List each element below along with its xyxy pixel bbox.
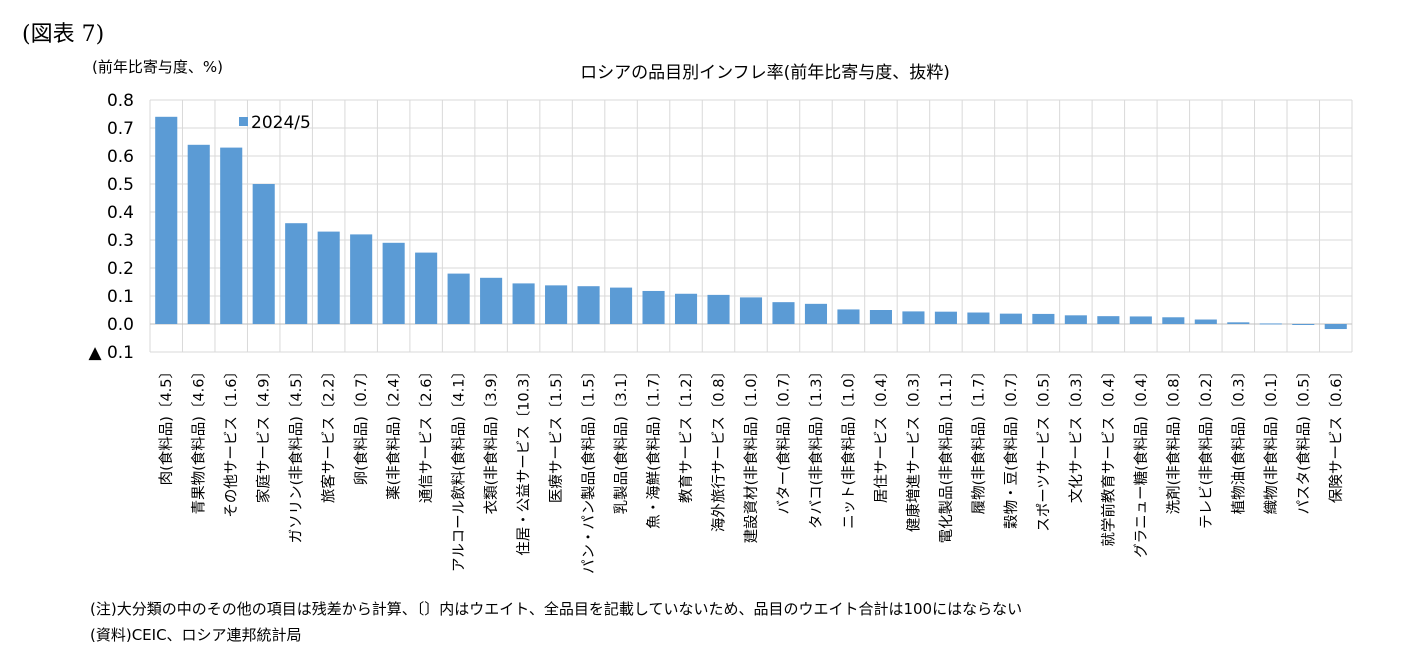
bar xyxy=(934,311,957,324)
bar xyxy=(155,116,178,324)
bar xyxy=(1097,316,1120,324)
x-tick-label: パン・パン製品(食料品)〔1.5〕 xyxy=(581,364,598,574)
bar xyxy=(804,303,828,324)
x-tick-label: 就学前教育サービス〔0.4〕 xyxy=(1100,364,1117,547)
y-tick-label: 0.3 xyxy=(107,231,134,251)
bar xyxy=(350,234,373,324)
x-tick-label: 通信サービス〔2.6〕 xyxy=(418,364,435,503)
y-axis-label: (前年比寄与度、%) xyxy=(92,58,223,76)
figure-label: (図表 7) xyxy=(22,22,105,47)
x-tick-label: タバコ(非食料品)〔1.3〕 xyxy=(808,364,825,529)
bar xyxy=(1324,324,1347,330)
x-tick-label: 家庭サービス〔4.9〕 xyxy=(256,364,273,503)
legend-label: 2024/5 xyxy=(251,113,311,133)
bar xyxy=(772,302,795,324)
y-tick-label: ▲ 0.1 xyxy=(88,343,134,363)
x-tick-label: バター(食料品)〔0.7〕 xyxy=(775,364,792,514)
bar xyxy=(285,223,308,324)
bar xyxy=(642,290,665,324)
x-tick-label: 教育サービス〔1.2〕 xyxy=(678,364,695,503)
y-tick-label: 0.1 xyxy=(107,287,134,307)
x-tick-label: 卵(食料品)〔0.7〕 xyxy=(353,364,370,485)
y-tick-label: 0.8 xyxy=(107,91,134,111)
bar xyxy=(967,312,990,324)
bar xyxy=(1292,324,1315,325)
x-tick-label: スポーツサービス〔0.5〕 xyxy=(1035,364,1052,532)
x-tick-label: パスタ(食料品)〔0.5〕 xyxy=(1295,364,1312,514)
chart-note: (注)大分類の中のその他の項目は残差から計算、〔〕内はウエイト、全品目を記載して… xyxy=(90,600,1023,618)
bar xyxy=(1194,319,1217,324)
bar xyxy=(545,285,568,324)
bar xyxy=(739,297,763,324)
y-tick-label: 0.0 xyxy=(107,315,134,335)
bar xyxy=(220,147,243,324)
bar xyxy=(999,313,1022,324)
bar xyxy=(1129,316,1152,324)
bar xyxy=(447,273,470,324)
bar xyxy=(480,277,503,324)
x-tick-label: 植物油(食料品)〔0.3〕 xyxy=(1230,364,1247,514)
bar xyxy=(674,293,698,324)
x-tick-label: その他サービス〔1.6〕 xyxy=(223,364,240,518)
x-tick-label: 文化サービス〔0.3〕 xyxy=(1068,364,1085,503)
bar xyxy=(512,283,535,324)
x-tick-label: 織物(非食料品)〔0.1〕 xyxy=(1263,364,1280,514)
x-tick-label: 電化製品(非食料品)〔1.1〕 xyxy=(938,364,955,543)
y-tick-label: 0.5 xyxy=(107,175,134,195)
x-tick-label: テレビ(非食料品)〔0.2〕 xyxy=(1198,364,1215,529)
x-tick-label: 魚・海鮮(食料品)〔1.7〕 xyxy=(646,364,663,529)
x-tick-label: 居住サービス〔0.4〕 xyxy=(873,364,890,503)
bar xyxy=(1032,313,1055,324)
bar xyxy=(382,242,405,324)
chart-title: ロシアの品目別インフレ率(前年比寄与度、抜粋) xyxy=(580,63,950,83)
bar xyxy=(869,310,892,324)
x-tick-label: 海外旅行サービス〔0.8〕 xyxy=(711,364,728,532)
chart: ロシアの品目別インフレ率(前年比寄与度、抜粋) (前年比寄与度、%) 0.80.… xyxy=(88,58,1353,574)
y-axis-ticks: 0.8 0.7 0.6 0.5 0.4 0.3 0.2 0.1 0.0 ▲ 0.1 xyxy=(88,91,134,363)
x-tick-label: 青果物(食料品)〔4.6〕 xyxy=(191,364,208,514)
legend-swatch xyxy=(239,117,248,126)
x-tick-label: ガソリン(非食料品)〔4.5〕 xyxy=(288,364,305,543)
bar xyxy=(610,287,633,324)
bar xyxy=(577,286,600,324)
x-tick-label: 医療サービス〔1.5〕 xyxy=(548,364,565,503)
x-tick-label: 履物(非食料品)〔1.7〕 xyxy=(970,364,987,514)
y-tick-label: 0.6 xyxy=(107,147,134,167)
x-tick-label: 健康増進サービス〔0.3〕 xyxy=(905,364,922,532)
legend: 2024/5 xyxy=(239,113,311,133)
x-tick-label: 穀物・豆(食料品)〔0.7〕 xyxy=(1003,364,1020,529)
bar xyxy=(1162,317,1185,324)
x-tick-label: 建設資材(非食料品)〔1.0〕 xyxy=(743,364,760,543)
x-tick-label: 洗剤(非食料品)〔0.8〕 xyxy=(1165,364,1182,514)
x-tick-label: アルコール飲料(食料品)〔4.1〕 xyxy=(451,364,468,572)
x-tick-label: 保険サービス〔0.6〕 xyxy=(1328,364,1345,503)
bar xyxy=(415,252,438,324)
bars xyxy=(155,116,1347,330)
y-tick-label: 0.7 xyxy=(107,119,134,139)
bar xyxy=(317,231,340,324)
chart-source: (資料)CEIC、ロシア連邦統計局 xyxy=(90,626,302,644)
y-tick-label: 0.2 xyxy=(107,259,134,279)
bar xyxy=(902,311,925,324)
y-tick-label: 0.4 xyxy=(107,203,134,223)
bar xyxy=(187,144,210,324)
bar xyxy=(707,294,730,324)
bar xyxy=(837,309,860,324)
x-tick-label: 乳製品(食料品)〔3.1〕 xyxy=(613,364,630,514)
x-tick-label: 衣類(非食料品)〔3.9〕 xyxy=(483,364,500,514)
x-tick-label: グラニュー糖(食料品)〔0.4〕 xyxy=(1133,364,1150,558)
x-tick-label: 旅客サービス〔2.2〕 xyxy=(321,364,338,503)
x-tick-label: 薬(非食料品)〔2.4〕 xyxy=(386,364,403,500)
x-tick-label: 肉(食料品)〔4.5〕 xyxy=(158,364,175,485)
x-axis-labels: 肉(食料品)〔4.5〕 青果物(食料品)〔4.6〕 その他サービス〔1.6〕 家庭サー… xyxy=(158,364,1345,574)
x-tick-label: 住居・公益サービス〔10.3〕 xyxy=(516,364,533,556)
bar xyxy=(252,184,275,324)
bar xyxy=(1259,323,1282,325)
bar xyxy=(1227,322,1250,324)
x-tick-label: ニット(非食料品)〔1.0〕 xyxy=(840,364,857,529)
bar xyxy=(1064,315,1087,324)
